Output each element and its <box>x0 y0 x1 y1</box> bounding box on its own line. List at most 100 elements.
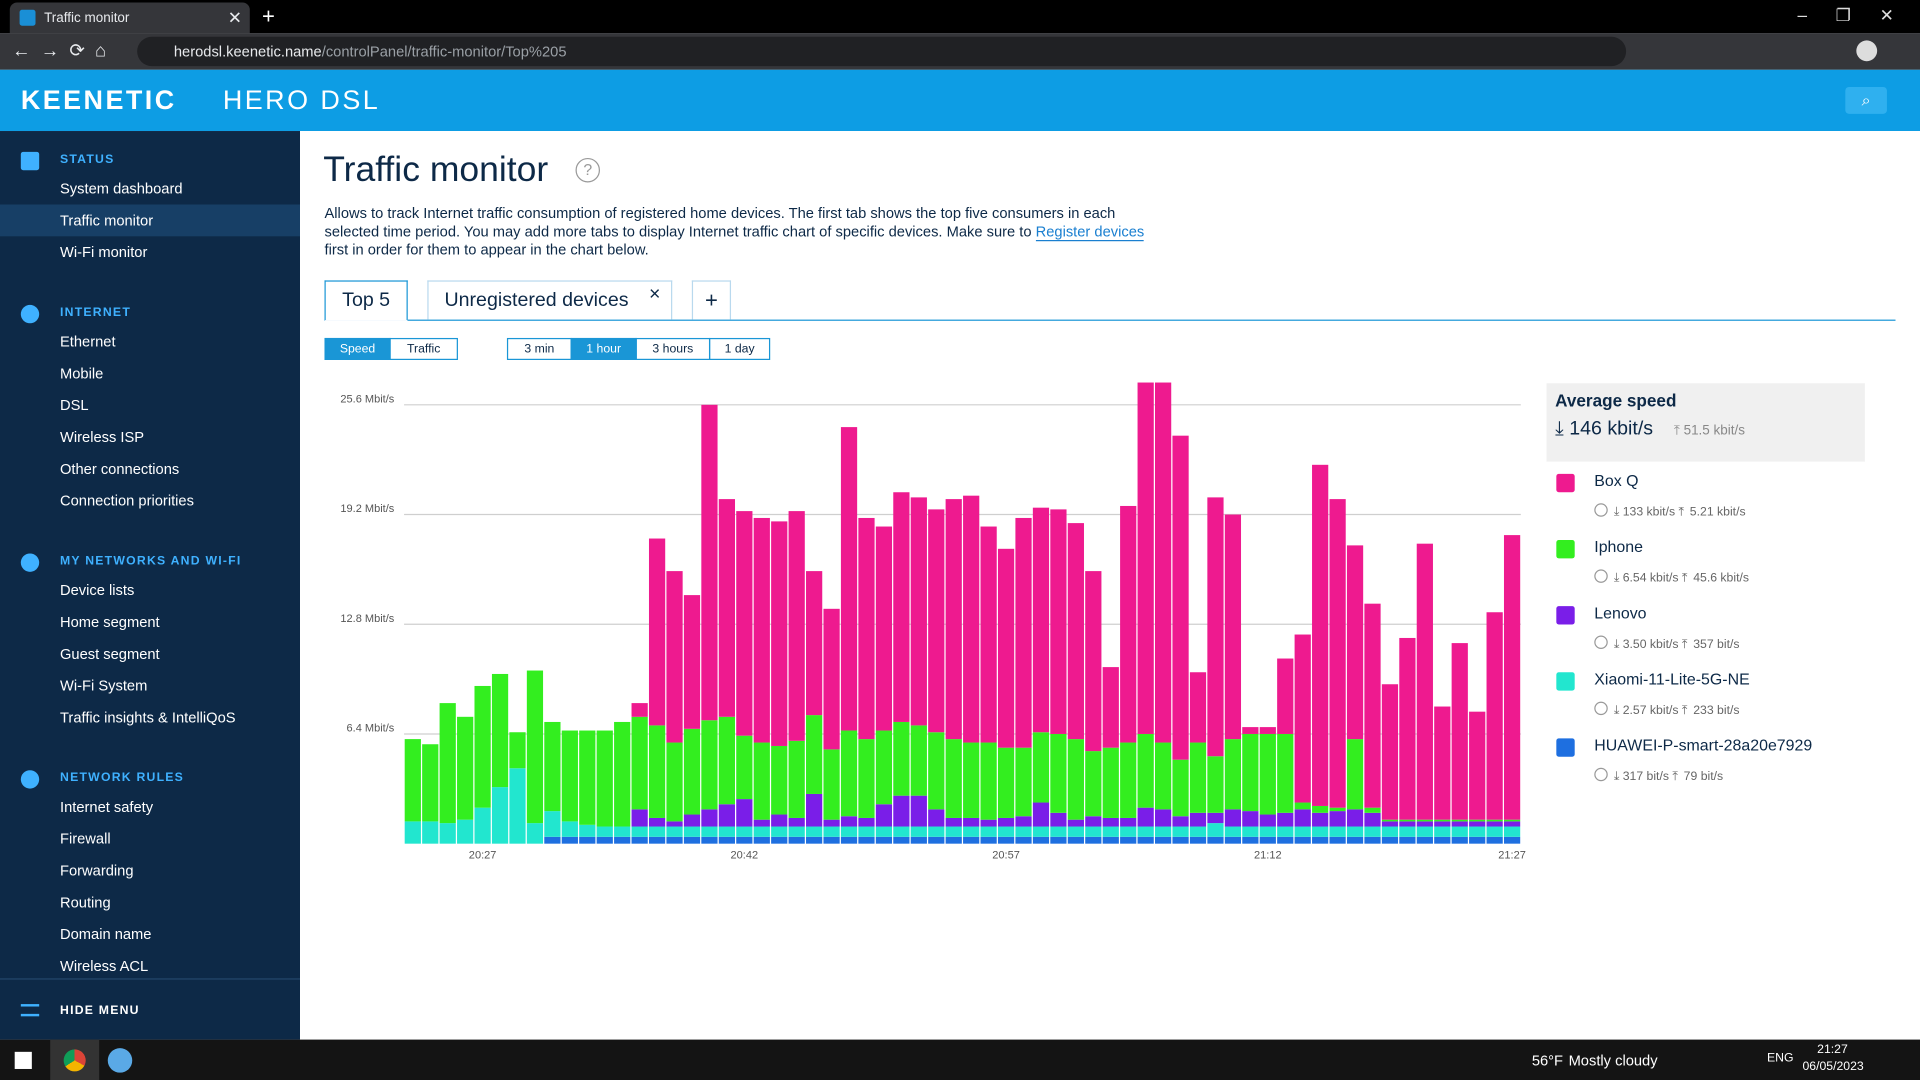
bar-segment <box>771 814 788 827</box>
bar-segment <box>1102 747 1119 818</box>
bar-segment <box>1172 435 1189 760</box>
bar-segment <box>1503 826 1521 837</box>
bar-segment <box>840 816 858 827</box>
bar-segment <box>718 826 735 837</box>
x-tick-label: 20:57 <box>992 849 1020 861</box>
new-tab[interactable]: + <box>262 3 275 29</box>
mode-button[interactable]: Speed <box>324 337 391 360</box>
bar-segment <box>823 819 840 827</box>
menu-item[interactable]: Wireless ISP <box>60 428 145 446</box>
start-button[interactable] <box>14 1051 32 1069</box>
bar-segment <box>1224 836 1242 844</box>
bar-segment <box>404 739 421 822</box>
bar-segment <box>1469 711 1486 820</box>
legend-item[interactable]: Xiaomi-11-Lite-5G-NE ⤓ 2.57 kbit/s ⤒ 233 … <box>1547 667 1878 728</box>
bar-segment <box>1277 836 1294 844</box>
browser-tab[interactable]: Traffic monitor ✕ <box>9 2 250 34</box>
bar-segment <box>963 742 980 818</box>
search-button[interactable]: ⌕ <box>1845 86 1887 114</box>
tab-close[interactable]: × <box>648 284 661 305</box>
legend-item[interactable]: HUAWEI-P-smart-28a20e7929 ⤓ 317 bit/s ⤒ 7… <box>1547 733 1878 794</box>
bar-segment <box>544 836 561 844</box>
menu-item[interactable]: Connection priorities <box>60 492 194 510</box>
menu-item[interactable]: Wireless ACL <box>60 957 149 975</box>
mode-button[interactable]: Traffic <box>389 337 458 360</box>
bar-segment <box>1189 812 1207 827</box>
bar-segment <box>963 826 980 837</box>
menu-item[interactable]: DSL <box>60 396 89 414</box>
chart: 6.4 Mbit/s 12.8 Mbit/s 19.2 Mbit/s 25.6 Mbi… <box>340 382 1526 861</box>
menu-item[interactable]: Firewall <box>60 830 111 848</box>
bar-segment <box>875 826 893 837</box>
bar-segment <box>1207 836 1224 844</box>
menu-item[interactable]: Guest segment <box>60 645 160 663</box>
tab-add[interactable]: + <box>691 280 732 320</box>
bar-segment <box>910 826 927 837</box>
nav-buttons[interactable]: ← → ⟳ ⌂ <box>12 40 107 62</box>
bar-segment <box>1277 826 1294 837</box>
bar-segment <box>1120 826 1137 837</box>
bar-segment <box>1364 836 1381 844</box>
menu-item[interactable]: Traffic monitor <box>0 204 300 237</box>
url-host: herodsl.keenetic.name <box>173 42 322 60</box>
menu-item[interactable]: Home segment <box>60 613 160 631</box>
bar-segment <box>823 836 840 844</box>
tab-close[interactable]: ✕ <box>227 7 243 27</box>
bar-segment <box>980 526 997 743</box>
bar-segment <box>1329 807 1346 812</box>
omnibox[interactable]: herodsl.keenetic.name/controlPanel/traff… <box>137 36 1627 67</box>
bar-segment <box>509 732 526 769</box>
bar-segment <box>1312 836 1329 844</box>
legend-item[interactable]: Lenovo ⤓ 3.50 kbit/s ⤒ 357 bit/s <box>1547 601 1878 662</box>
hide-menu[interactable]: HIDE MENU <box>60 1004 140 1018</box>
profile[interactable] <box>1856 40 1878 62</box>
bar-segment <box>753 742 770 820</box>
help-icon[interactable]: ? <box>575 157 600 183</box>
menu-item[interactable]: Ethernet <box>60 333 116 351</box>
bar-segment <box>788 826 805 837</box>
menu-item[interactable]: Domain name <box>60 925 152 943</box>
bar-segment <box>928 836 945 844</box>
bar-segment <box>1032 507 1050 733</box>
tab-unregistered[interactable]: Unregistered devices × <box>427 280 673 320</box>
bar-segment <box>1329 499 1346 808</box>
bar-segment <box>1451 821 1468 827</box>
register-link[interactable]: Register devices <box>1035 222 1145 242</box>
menu-item[interactable]: System dashboard <box>60 180 183 198</box>
period-button[interactable]: 3 min <box>506 337 572 360</box>
period-button[interactable]: 1 hour <box>570 337 637 360</box>
tab-top5[interactable]: Top 5 <box>324 280 408 321</box>
chrome-taskbar[interactable] <box>50 1039 100 1080</box>
window-controls[interactable]: – ❐ ✕ <box>1797 4 1894 25</box>
menu-item[interactable]: Traffic insights & IntelliQoS <box>60 708 236 727</box>
bar-segment <box>1224 809 1242 827</box>
bar-segment <box>1312 805 1329 813</box>
app-taskbar[interactable] <box>107 1048 133 1073</box>
bar-segment <box>1312 826 1329 837</box>
bar-segment <box>1155 836 1172 844</box>
main-content: Traffic monitor ? Allows to track Intern… <box>300 131 1920 1040</box>
menu-item[interactable]: Forwarding <box>60 862 134 880</box>
menu-item[interactable]: Other connections <box>60 460 180 478</box>
menu-item[interactable]: Mobile <box>60 364 104 383</box>
legend-item[interactable]: Iphone ⤓ 6.54 kbit/s ⤒ 45.6 kbit/s <box>1547 535 1878 596</box>
bar-segment <box>840 826 858 837</box>
bar-segment <box>1434 819 1451 822</box>
legend-upload: 233 bit/s <box>1693 704 1740 718</box>
period-button[interactable]: 3 hours <box>635 337 711 360</box>
menu-item[interactable]: Device lists <box>60 581 135 599</box>
mode-buttons: Speed Traffic <box>324 337 458 360</box>
bar-segment <box>1207 756 1224 813</box>
menu-item[interactable]: Routing <box>60 893 111 912</box>
menu-item[interactable]: Wi-Fi System <box>60 677 148 695</box>
bar-segment <box>823 826 840 837</box>
menu-item[interactable]: Internet safety <box>60 798 154 816</box>
bar-segment <box>1329 826 1346 837</box>
bar-segment <box>1312 464 1329 806</box>
bar-segment <box>823 608 840 750</box>
period-button[interactable]: 1 day <box>708 337 771 360</box>
menu-item[interactable]: Wi-Fi monitor <box>60 243 148 261</box>
legend-item[interactable]: Box Q ⤓ 133 kbit/s ⤒ 5.21 kbit/s <box>1547 469 1878 530</box>
bar-segment <box>701 809 718 827</box>
bar-segment <box>1032 836 1050 844</box>
